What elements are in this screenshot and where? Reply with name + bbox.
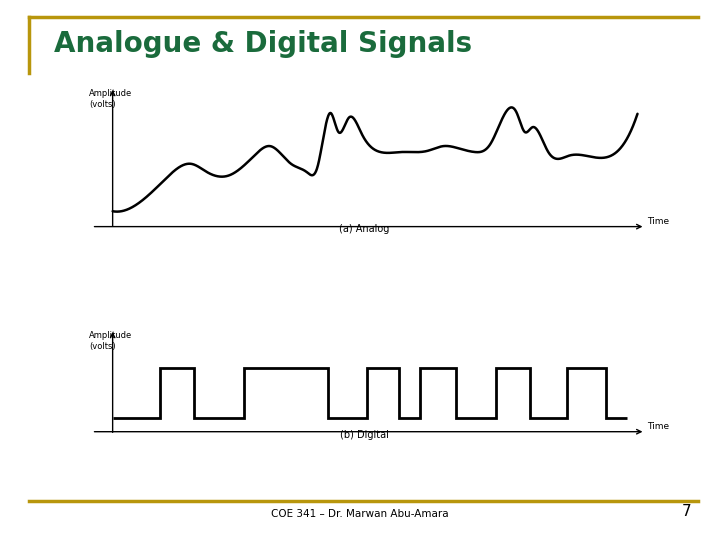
Text: Amplitude
(volts): Amplitude (volts): [89, 332, 132, 351]
Text: Analogue & Digital Signals: Analogue & Digital Signals: [54, 30, 472, 58]
Text: COE 341 – Dr. Marwan Abu-Amara: COE 341 – Dr. Marwan Abu-Amara: [271, 509, 449, 519]
Text: Amplitude
(volts): Amplitude (volts): [89, 89, 132, 109]
Text: Time: Time: [647, 218, 669, 226]
Text: 7: 7: [682, 504, 691, 519]
Text: Time: Time: [647, 422, 669, 431]
Text: (b) Digital: (b) Digital: [340, 430, 389, 440]
Text: (a) Analog: (a) Analog: [339, 224, 390, 234]
